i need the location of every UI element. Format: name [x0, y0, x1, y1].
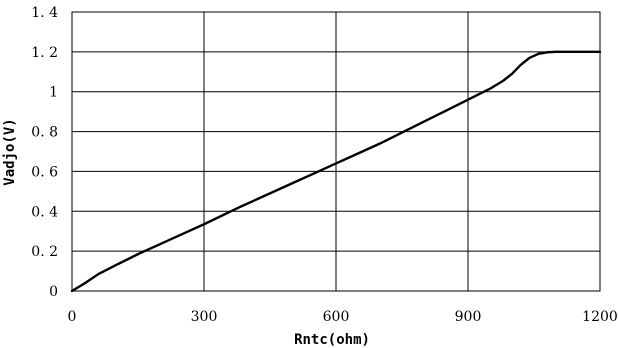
y-tick-label: 0. 4: [31, 204, 58, 220]
x-tick-label: 600: [323, 309, 350, 325]
y-tick-label: 0: [49, 284, 58, 300]
y-tick-label: 0. 8: [31, 125, 58, 141]
plot-area: [70, 11, 602, 293]
x-tick-label: 900: [455, 309, 482, 325]
tick-labels: 0 0. 2 0. 4 0. 6 0. 8 1 1. 2 1. 4 0 300 600 900 1200: [31, 5, 618, 325]
y-tick-label: 1: [49, 85, 58, 101]
x-tick-label: 0: [68, 309, 77, 325]
y-tick-label: 0. 2: [31, 244, 58, 260]
y-tick-label: 1. 2: [31, 45, 58, 61]
y-tick-label: 0. 6: [31, 164, 58, 180]
y-tick-label: 1. 4: [31, 5, 58, 21]
series-line: [70, 50, 602, 293]
y-axis-title: Vadjo(V): [2, 118, 18, 185]
x-axis-title: Rntc(ohm): [294, 332, 370, 348]
x-tick-label: 300: [191, 309, 218, 325]
plot-frame: [71, 11, 601, 292]
x-tick-label: 1200: [582, 309, 618, 325]
